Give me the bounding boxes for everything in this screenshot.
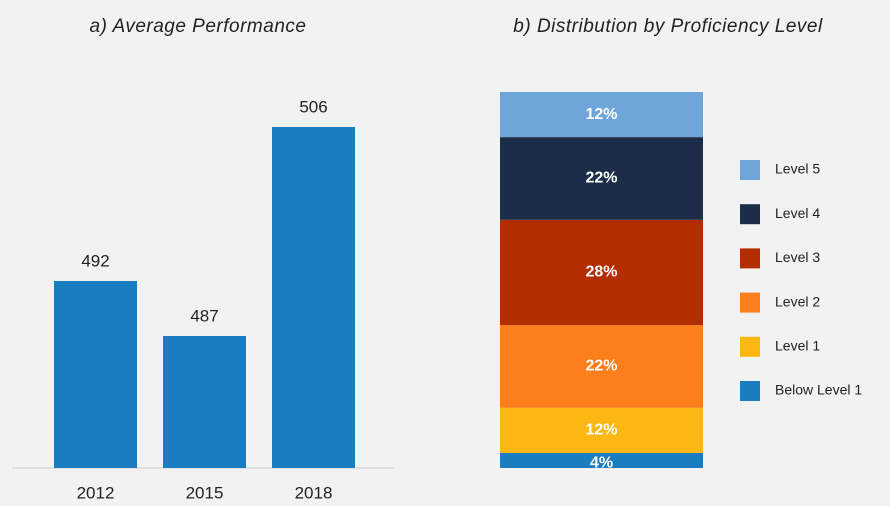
bar-segment <box>500 407 703 453</box>
legend-label: Below Level 1 <box>775 382 862 398</box>
value-label: 492 <box>81 251 109 270</box>
legend-label: Level 4 <box>775 205 820 221</box>
legend-label: Level 1 <box>775 338 820 354</box>
segment-label: 4% <box>590 455 613 472</box>
bar-segment <box>500 325 703 408</box>
segment-label: 22% <box>585 170 617 187</box>
bar <box>54 281 137 468</box>
segment-label: 28% <box>585 264 617 281</box>
legend-swatch <box>740 160 760 180</box>
legend-swatch <box>740 336 760 357</box>
bar-segment <box>500 92 703 138</box>
bar <box>272 127 355 468</box>
chart-title: a) Average Performance <box>90 16 307 37</box>
chart-title: b) Distribution by Proficiency Level <box>513 16 823 37</box>
legend-label: Level 3 <box>775 249 820 265</box>
x-tick-label: 2018 <box>295 483 333 502</box>
legend-swatch <box>740 248 760 269</box>
x-tick-label: 2012 <box>77 483 115 502</box>
bar-segment <box>500 137 703 220</box>
x-tick-label: 2015 <box>186 483 224 502</box>
segment-label: 22% <box>585 358 617 375</box>
legend-swatch <box>740 381 760 401</box>
value-label: 506 <box>299 97 327 116</box>
legend-swatch <box>740 292 760 313</box>
segment-label: 12% <box>585 106 617 123</box>
segment-label: 12% <box>585 422 617 439</box>
legend-swatch <box>740 204 760 225</box>
bar-segment <box>500 219 703 326</box>
legend-label: Level 5 <box>775 161 820 177</box>
legend-label: Level 2 <box>775 293 820 309</box>
bar <box>163 336 246 468</box>
bar-segment <box>500 452 703 468</box>
value-label: 487 <box>190 306 218 325</box>
